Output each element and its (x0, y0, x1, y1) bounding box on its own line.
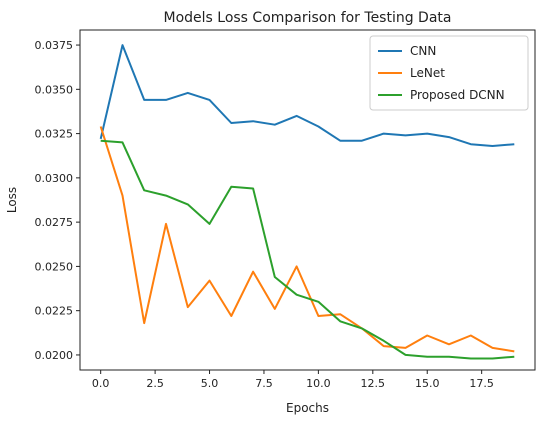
legend: CNN LeNet Proposed DCNN (369, 35, 529, 111)
y-axis-ticks: 0.0200 0.0225 0.0250 0.0275 0.0300 0.0325 0.03… (35, 39, 80, 362)
y-tick-label: 0.0375 (35, 39, 74, 52)
x-axis-ticks: 0.0 2.5 5.0 7.5 10.0 12.5 15.0 17.5 (92, 370, 494, 390)
legend-label-lenet: LeNet (410, 66, 445, 80)
x-tick-label: 2.5 (146, 377, 164, 390)
x-axis-label: Epochs (286, 401, 329, 415)
series-lines (99, 44, 515, 360)
x-tick-label: 10.0 (306, 377, 331, 390)
x-tick-label: 12.5 (361, 377, 386, 390)
y-tick-label: 0.0250 (35, 260, 74, 273)
chart-title: Models Loss Comparison for Testing Data (163, 10, 451, 26)
y-tick-label: 0.0325 (35, 128, 74, 141)
x-tick-label: 17.5 (469, 377, 494, 390)
x-tick-label: 15.0 (415, 377, 440, 390)
series-line-lenet (99, 126, 515, 353)
y-tick-label: 0.0200 (35, 349, 74, 362)
y-tick-label: 0.0300 (35, 172, 74, 185)
plot-frame (79, 29, 536, 371)
x-tick-label: 7.5 (255, 377, 273, 390)
x-tick-label: 0.0 (92, 377, 110, 390)
legend-label-cnn: CNN (410, 44, 436, 58)
y-tick-label: 0.0225 (35, 305, 74, 318)
y-tick-label: 0.0275 (35, 216, 74, 229)
series-line-proposed-dcnn (100, 139, 515, 360)
y-axis-label: Loss (5, 187, 19, 213)
x-tick-label: 5.0 (201, 377, 219, 390)
legend-box (369, 35, 529, 111)
y-tick-label: 0.0350 (35, 83, 74, 96)
series-line-cnn (99, 44, 515, 147)
legend-label-proposed-dcnn: Proposed DCNN (410, 88, 505, 102)
